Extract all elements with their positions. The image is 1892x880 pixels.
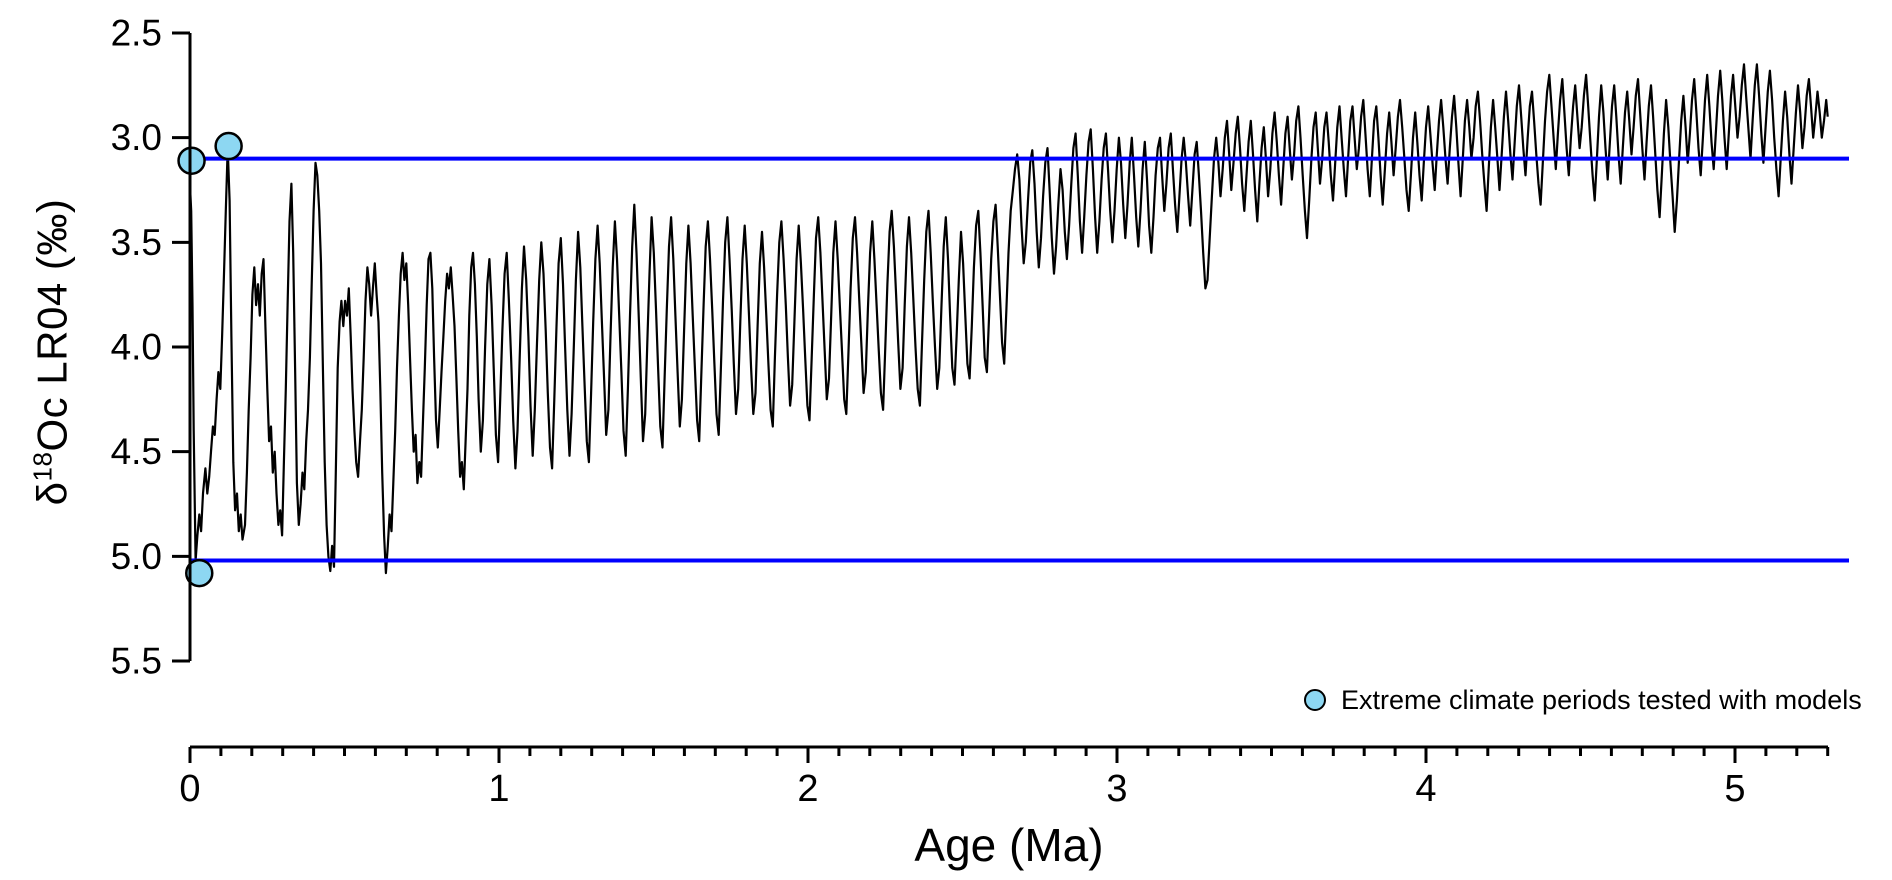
y-axis-label: δ18Oc LR04 (‰): [28, 199, 77, 506]
y-tick-label: 2.5: [111, 13, 162, 54]
y-tick-label: 4.0: [111, 326, 162, 367]
x-tick-label: 5: [1724, 768, 1745, 810]
legend-marker-circle-icon: [1304, 689, 1326, 711]
y-tick-label: 5.0: [111, 536, 162, 577]
x-tick-label: 0: [179, 768, 200, 810]
y-tick-label: 4.5: [111, 431, 162, 472]
y-tick-label: 3.0: [111, 117, 162, 158]
legend: Extreme climate periods tested with mode…: [1304, 682, 1862, 718]
y-axis-label-delta: δ: [28, 481, 76, 506]
x-axis-label: Age (Ma): [914, 819, 1104, 871]
lr04-curve: [188, 63, 1829, 575]
extreme-period-marker: [214, 131, 243, 161]
extreme-period-marker: [185, 558, 214, 588]
x-tick-label: 2: [797, 768, 818, 810]
y-tick-label: 3.5: [111, 222, 162, 263]
legend-label: Extreme climate periods tested with mode…: [1341, 684, 1862, 715]
x-tick-label: 1: [488, 768, 509, 810]
x-tick-label: 3: [1106, 768, 1127, 810]
y-tick-label: 5.5: [111, 640, 162, 681]
y-axis-label-superscript: 18: [27, 451, 58, 482]
extreme-period-marker: [177, 146, 206, 175]
x-tick-label: 4: [1415, 768, 1436, 810]
y-axis-label-rest: Oc LR04 (‰): [28, 198, 76, 452]
